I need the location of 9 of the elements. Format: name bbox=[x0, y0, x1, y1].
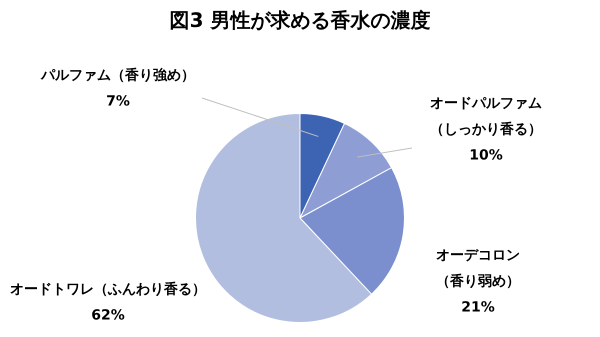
data-label: 62% bbox=[91, 308, 125, 324]
data-label: 21% bbox=[461, 300, 495, 316]
slice-label: オードパルファム（しっかり香る） bbox=[430, 96, 542, 138]
data-label: 10% bbox=[469, 148, 503, 164]
slice-label: パルファム（香り強め） bbox=[40, 68, 195, 84]
data-label: 7% bbox=[106, 94, 130, 110]
slice-label: オーデコロン（香り弱め） bbox=[436, 248, 520, 290]
slice-label: オードトワレ（ふんわり香る） bbox=[10, 282, 206, 298]
chart-title: 図3 男性が求める香水の濃度 bbox=[170, 8, 430, 32]
